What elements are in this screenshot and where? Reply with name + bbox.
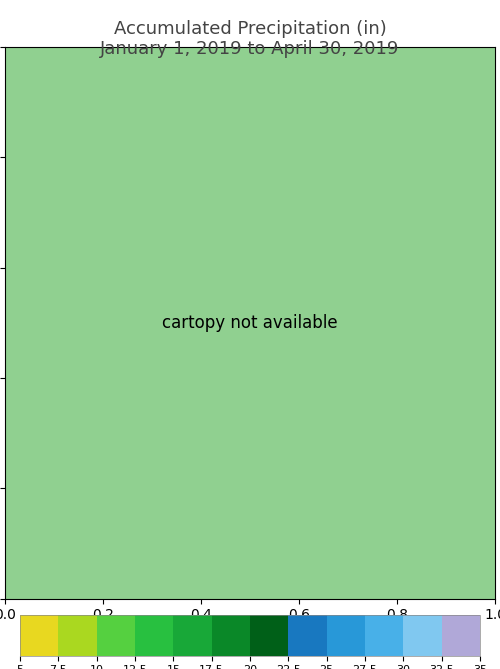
Text: January 1, 2019 to April 30, 2019: January 1, 2019 to April 30, 2019 <box>100 40 400 58</box>
Text: Accumulated Precipitation (in): Accumulated Precipitation (in) <box>114 20 386 38</box>
Text: cartopy not available: cartopy not available <box>162 314 338 332</box>
